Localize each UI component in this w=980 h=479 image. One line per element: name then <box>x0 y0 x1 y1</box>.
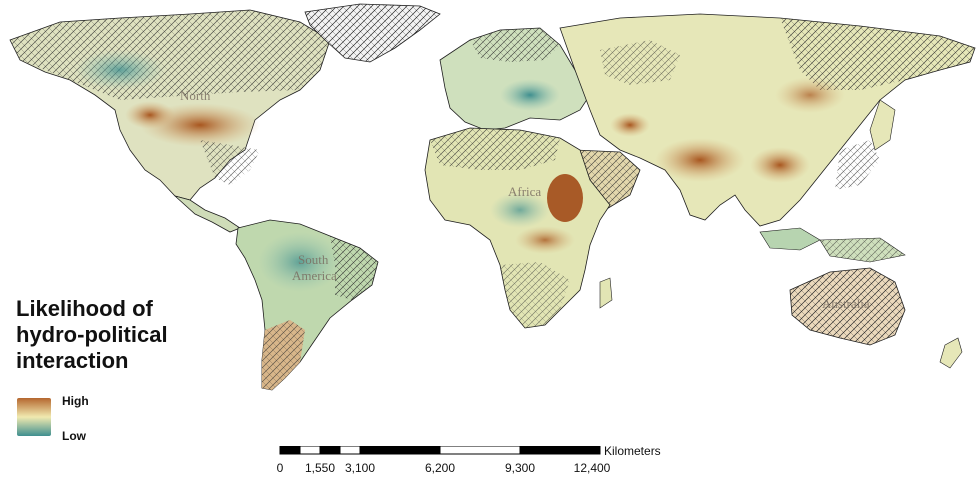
scale-segment-3 <box>320 446 340 454</box>
label-africa: Africa <box>508 184 541 199</box>
legend-low-label: Low <box>62 429 86 443</box>
label-south-america-2: America <box>292 268 337 283</box>
scale-segment-1 <box>280 446 300 454</box>
scale-segment-4 <box>339 446 361 455</box>
label-australia: Australia <box>822 296 870 311</box>
scale-tick-0: 0 <box>277 461 284 475</box>
label-north-america: North <box>180 88 211 103</box>
legend-title-line-3: interaction <box>16 348 129 373</box>
south-america-region <box>235 219 379 391</box>
scale-tick-12400: 12,400 <box>574 461 611 475</box>
asia-region <box>559 13 976 263</box>
scale-tick-3100: 3,100 <box>345 461 375 475</box>
legend-title: Likelihood of hydro-political interactio… <box>16 296 216 374</box>
legend-color-ramp <box>17 398 51 436</box>
scale-tick-6200: 6,200 <box>425 461 455 475</box>
scale-segment-6 <box>439 446 521 455</box>
scale-unit-label: Kilometers <box>604 446 661 458</box>
legend-title-line-2: hydro-political <box>16 322 168 347</box>
scale-tick-1550: 1,550 <box>305 461 335 475</box>
africa-region <box>424 127 613 329</box>
north-america-region <box>9 9 331 233</box>
scale-segment-7 <box>520 446 600 454</box>
scale-segment-2 <box>299 446 321 455</box>
scale-bar: Kilometers 0 1,550 3,100 6,200 9,300 12,… <box>277 446 661 475</box>
legend-title-line-1: Likelihood of <box>16 296 153 321</box>
scale-tick-9300: 9,300 <box>505 461 535 475</box>
europe-region <box>439 27 591 131</box>
scale-segment-5 <box>360 446 440 454</box>
australia-region <box>789 267 963 369</box>
label-south-america-1: South <box>298 252 329 267</box>
legend-high-label: High <box>62 394 89 408</box>
